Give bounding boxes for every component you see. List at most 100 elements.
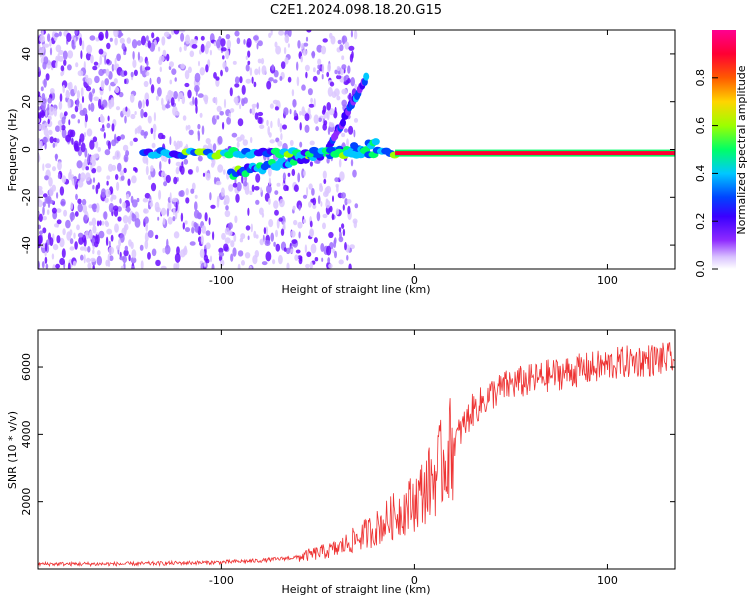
heatmap-cell — [318, 117, 322, 123]
heatmap-cell — [331, 213, 335, 221]
heatmap-cell — [38, 46, 44, 56]
heatmap-cell — [332, 248, 335, 254]
heatmap-cell — [224, 66, 229, 73]
heatmap-cell — [251, 106, 256, 116]
heatmap-cell — [55, 153, 58, 162]
heatmap-cell — [253, 35, 259, 41]
heatmap-cell — [85, 85, 92, 92]
heatmap-cell — [335, 208, 340, 216]
heatmap-cell — [259, 207, 264, 215]
heatmap-cell — [63, 111, 68, 117]
heatmap-cell — [114, 133, 117, 143]
heatmap-cell — [101, 220, 105, 226]
heatmap-cell — [298, 231, 301, 239]
heatmap-cell — [295, 249, 301, 254]
y-tick-label: 20 — [20, 95, 33, 109]
heatmap-cell — [245, 225, 251, 231]
heatmap-cell — [130, 113, 136, 120]
heatmap-cell — [38, 185, 43, 191]
heatmap-cell — [74, 175, 77, 186]
heatmap-cell — [120, 265, 125, 269]
heatmap-cell — [306, 186, 309, 197]
heatmap-cell — [80, 254, 84, 261]
heatmap-cell — [42, 193, 48, 198]
heatmap-cell — [297, 172, 301, 183]
heatmap-cell — [123, 249, 129, 257]
heatmap-cell — [171, 68, 177, 75]
heatmap-cell — [239, 104, 242, 110]
heatmap-cell — [48, 129, 53, 136]
heatmap-cell — [92, 249, 95, 255]
heatmap-cell — [293, 184, 299, 192]
heatmap-cell — [41, 261, 45, 269]
heatmap-cell — [198, 60, 200, 67]
heatmap-cell — [143, 131, 147, 139]
heatmap-cell — [245, 64, 250, 72]
heatmap-cell — [282, 172, 286, 181]
heatmap-cell — [59, 124, 62, 133]
heatmap-cell — [302, 49, 308, 56]
heatmap-cell — [144, 66, 151, 71]
heatmap-cell — [225, 205, 229, 211]
heatmap-cell — [48, 106, 55, 116]
heatmap-cell — [197, 155, 203, 162]
heatmap-cell — [163, 181, 168, 187]
heatmap-cell — [55, 263, 60, 269]
heatmap-cell — [98, 98, 102, 109]
spectrogram-y-ticks: -40 -20 0 20 40 — [20, 47, 675, 254]
heatmap-cell — [61, 128, 67, 139]
heatmap-cell — [258, 66, 261, 76]
snr-frame — [37, 329, 676, 570]
heatmap-cell — [107, 253, 111, 263]
heatmap-cell — [175, 111, 180, 116]
heatmap-cell — [38, 224, 41, 230]
heatmap-cell — [202, 172, 206, 177]
heatmap-cell — [280, 133, 283, 141]
heatmap-cell — [125, 193, 130, 200]
heatmap-cell — [87, 262, 92, 269]
heatmap-cell — [39, 123, 46, 131]
heatmap-cell — [73, 232, 76, 239]
heatmap-cell — [102, 69, 107, 74]
heatmap-cell — [224, 210, 231, 218]
heatmap-cell — [42, 43, 45, 54]
heatmap-cell — [311, 188, 315, 196]
heatmap-cell — [184, 70, 190, 80]
spectrogram-y-axis-title: Frequency (Hz) — [6, 109, 19, 192]
heatmap-cell — [129, 140, 134, 147]
heatmap-cell — [322, 38, 328, 43]
heatmap-cell — [179, 30, 186, 33]
heatmap-cell — [69, 246, 75, 251]
heatmap-cell — [140, 108, 144, 119]
heatmap-cell — [336, 75, 342, 80]
heatmap-cell — [273, 200, 279, 209]
heatmap-cell — [210, 204, 216, 209]
heatmap-cell — [177, 93, 181, 102]
heatmap-cell — [287, 172, 291, 177]
heatmap-cell — [257, 40, 263, 47]
heatmap-cell — [340, 192, 346, 199]
heatmap-cell — [189, 241, 196, 246]
heatmap-cell — [205, 258, 210, 264]
heatmap-cell — [71, 39, 75, 49]
heatmap-cell — [223, 243, 229, 252]
heatmap-cell — [354, 84, 357, 89]
heatmap-cell — [51, 207, 57, 214]
heatmap-cell — [310, 229, 314, 238]
heatmap-cell — [80, 87, 84, 97]
heatmap-cell — [334, 177, 339, 183]
heatmap-cell — [133, 69, 138, 77]
heatmap-cell — [126, 206, 131, 213]
heatmap-cell — [256, 102, 259, 110]
heatmap-cell — [69, 169, 72, 177]
heatmap-cell — [220, 47, 227, 52]
heatmap-cell — [172, 216, 176, 222]
heatmap-cell — [81, 198, 87, 206]
heatmap-cell — [217, 135, 223, 145]
heatmap-cell — [83, 132, 87, 138]
heatmap-cell — [222, 61, 227, 69]
heatmap-cell — [201, 225, 207, 234]
heatmap-cell — [334, 69, 338, 75]
heatmap-cell — [84, 246, 87, 252]
heatmap-cell — [51, 253, 55, 260]
